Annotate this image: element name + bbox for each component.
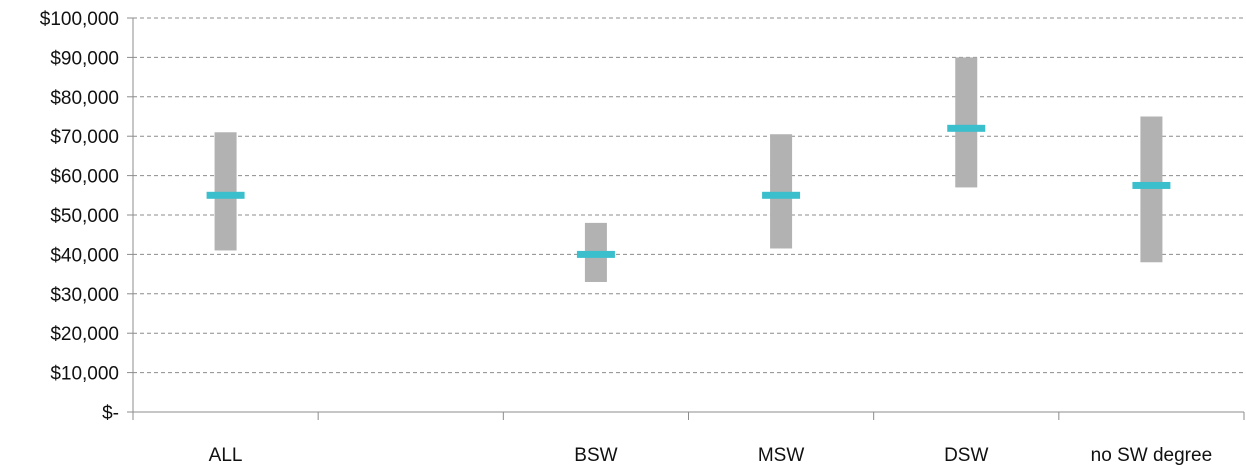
labels: $- $10,000 $20,000 $30,000 $40,000 $50,000 $60… — [40, 9, 1212, 465]
x-category-label: DSW — [944, 445, 988, 465]
gridlines — [133, 17, 1244, 374]
x-category-label: no SW degree — [1091, 445, 1212, 465]
y-tick-label: $- — [102, 403, 119, 424]
y-tick-label: $60,000 — [50, 167, 119, 188]
plot-area — [206, 57, 1171, 282]
range-bar — [214, 132, 237, 251]
x-category-label: BSW — [574, 445, 617, 465]
y-tick-label: $100,000 — [40, 9, 119, 30]
median-marker — [1132, 181, 1171, 189]
y-tick-label: $20,000 — [50, 324, 119, 345]
axes — [127, 17, 1245, 420]
y-tick-label: $50,000 — [50, 206, 119, 227]
y-tick-label: $10,000 — [50, 364, 119, 385]
median-marker — [576, 250, 615, 258]
x-category-label: ALL — [209, 445, 243, 465]
y-tick-label: $80,000 — [50, 88, 119, 109]
y-tick-label: $90,000 — [50, 48, 119, 69]
y-tick-label: $70,000 — [50, 127, 119, 148]
range-bar — [1140, 116, 1163, 263]
range-bar — [955, 57, 978, 188]
median-marker — [762, 191, 801, 199]
y-tick-label: $30,000 — [50, 285, 119, 306]
median-marker — [206, 191, 245, 199]
x-category-label: MSW — [758, 445, 805, 465]
range-bar — [770, 134, 793, 249]
y-tick-label: $40,000 — [50, 245, 119, 266]
median-marker — [947, 124, 986, 132]
